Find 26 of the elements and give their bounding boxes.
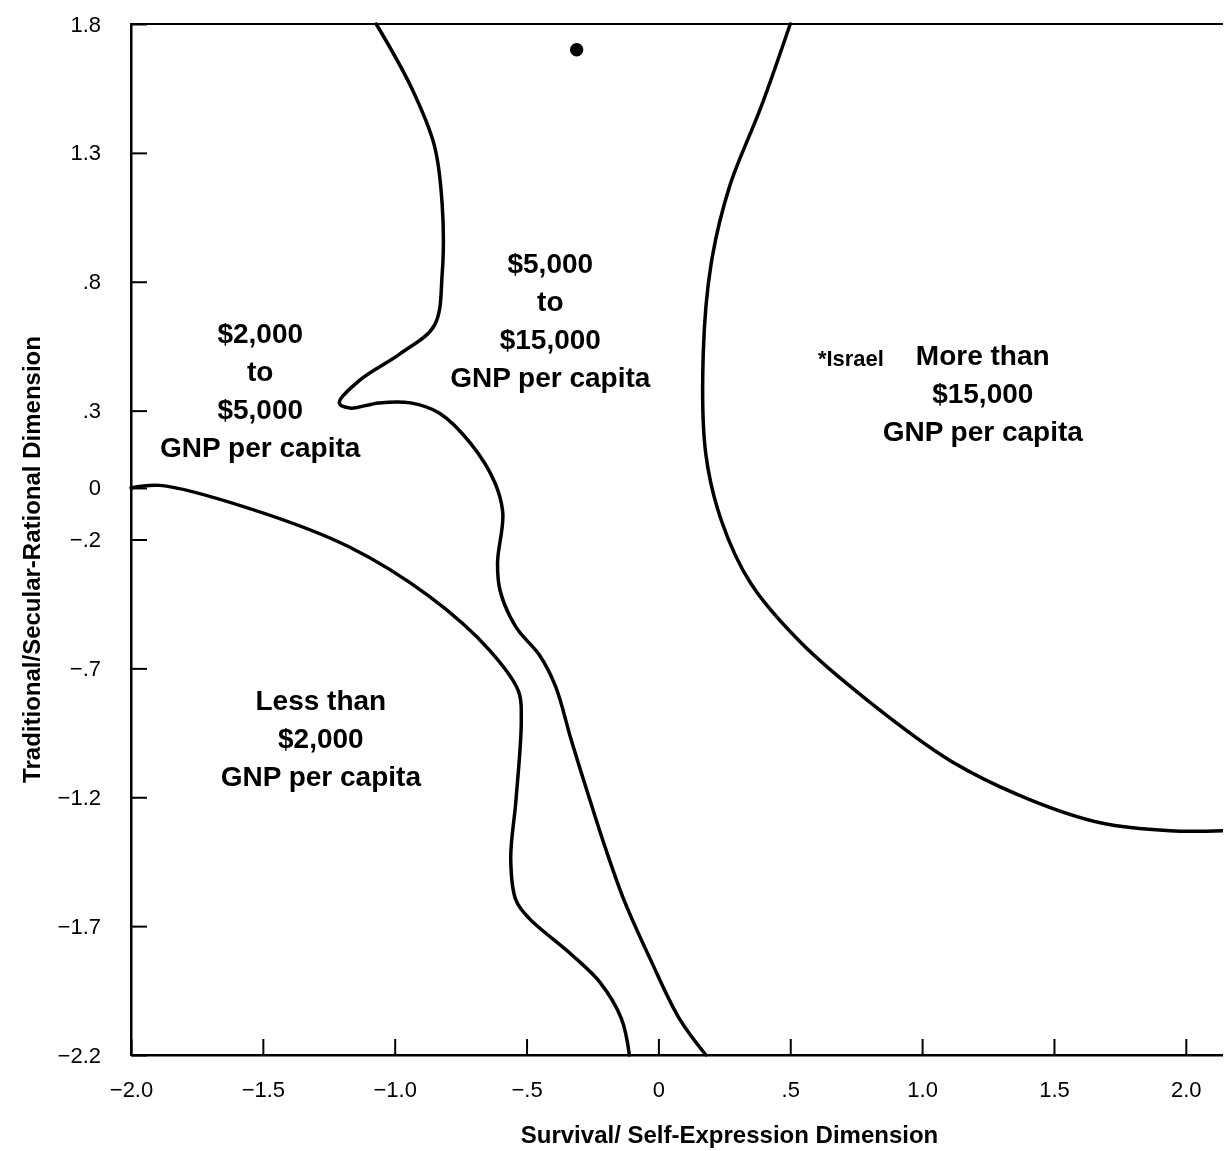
- x-tick-label: 0: [652, 1076, 666, 1102]
- x-tick-label: −.5: [511, 1076, 543, 1102]
- x-tick-label: −1.0: [373, 1076, 417, 1102]
- annotation: *Israel: [817, 346, 884, 372]
- annotation: Less than $2,000 GNP per capita: [220, 684, 422, 792]
- y-tick-label: −1.7: [57, 913, 101, 939]
- y-tick-label: 1.8: [70, 11, 101, 37]
- annotation: $2,000 to $5,000 GNP per capita: [160, 318, 361, 464]
- x-tick-label: 1.5: [1039, 1076, 1070, 1102]
- x-axis-title: Survival/ Self-Expression Dimension: [520, 1121, 939, 1148]
- x-tick-label: .5: [781, 1076, 800, 1102]
- x-tick-label: −2.0: [109, 1076, 154, 1102]
- annotation: More than $15,000 GNP per capita: [882, 339, 1084, 447]
- y-tick-label: 1.3: [70, 140, 101, 166]
- y-tick-label: −1.2: [57, 784, 101, 810]
- y-tick-label: −2.2: [57, 1042, 101, 1068]
- y-tick-label: .8: [82, 269, 101, 295]
- y-tick-label: −.2: [69, 527, 101, 553]
- y-tick-label: .3: [82, 398, 101, 424]
- annotation: $5,000 to $15,000 GNP per capita: [450, 248, 651, 394]
- y-tick-label: 0: [88, 475, 101, 501]
- x-tick-label: 2.0: [1171, 1076, 1202, 1102]
- y-tick-label: −.7: [69, 655, 101, 681]
- x-tick-label: −1.5: [241, 1076, 286, 1102]
- x-tick-label: 1.0: [907, 1076, 938, 1102]
- y-axis-title: Traditional/Secular-Rational Dimension: [18, 336, 45, 783]
